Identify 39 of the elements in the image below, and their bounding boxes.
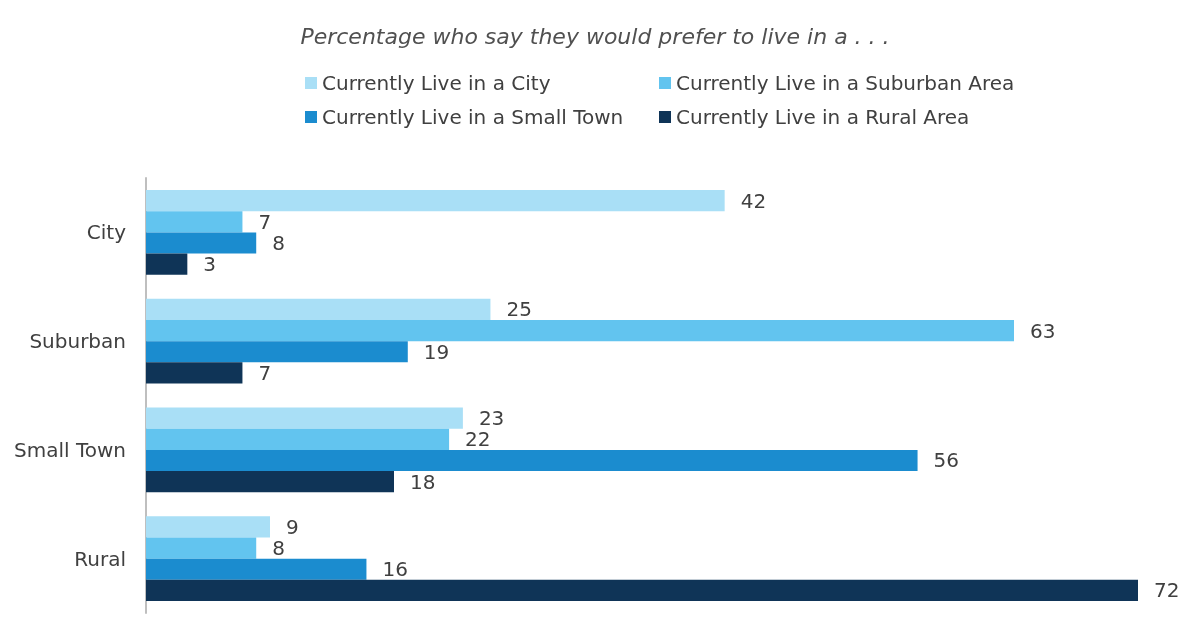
bar (146, 232, 257, 254)
data-label: 16 (382, 557, 408, 582)
legend-label: Currently Live in a Rural Area (676, 105, 970, 129)
bar (146, 579, 1138, 602)
bar (146, 428, 450, 450)
bar (146, 298, 491, 320)
bar (146, 407, 463, 429)
data-label: 42 (740, 188, 767, 213)
data-label: 25 (506, 297, 532, 322)
data-label: 3 (203, 252, 217, 277)
data-label: 8 (272, 536, 285, 561)
bar (146, 471, 394, 493)
data-label: 7 (258, 360, 272, 385)
bar (146, 449, 918, 472)
bar (146, 537, 257, 559)
data-label: 56 (933, 448, 960, 473)
bar (146, 558, 367, 580)
bar (146, 516, 270, 538)
chart-title: Percentage who say they would prefer to live in a . . . (300, 23, 890, 49)
y-tick-label: City (86, 220, 127, 245)
data-label: 9 (286, 514, 299, 539)
data-label: 7 (258, 209, 272, 234)
legend-label: Currently Live in a Small Town (322, 105, 624, 129)
y-tick-label: Rural (74, 546, 126, 571)
bar (146, 341, 408, 363)
data-label: 63 (1030, 318, 1056, 343)
y-tick-label: Suburban (29, 329, 126, 354)
legend-label: Currently Live in a Suburban Area (676, 71, 1015, 95)
y-tick-label: Small Town (14, 437, 126, 462)
bar (146, 211, 243, 233)
data-label: 18 (410, 469, 436, 494)
legend-label: Currently Live in a City (322, 71, 551, 95)
bar (146, 319, 1014, 342)
bar (146, 189, 725, 212)
data-label: 19 (423, 339, 450, 364)
data-label: 72 (1154, 578, 1180, 603)
data-label: 8 (272, 230, 285, 255)
bar (146, 253, 188, 275)
bar (146, 362, 243, 384)
